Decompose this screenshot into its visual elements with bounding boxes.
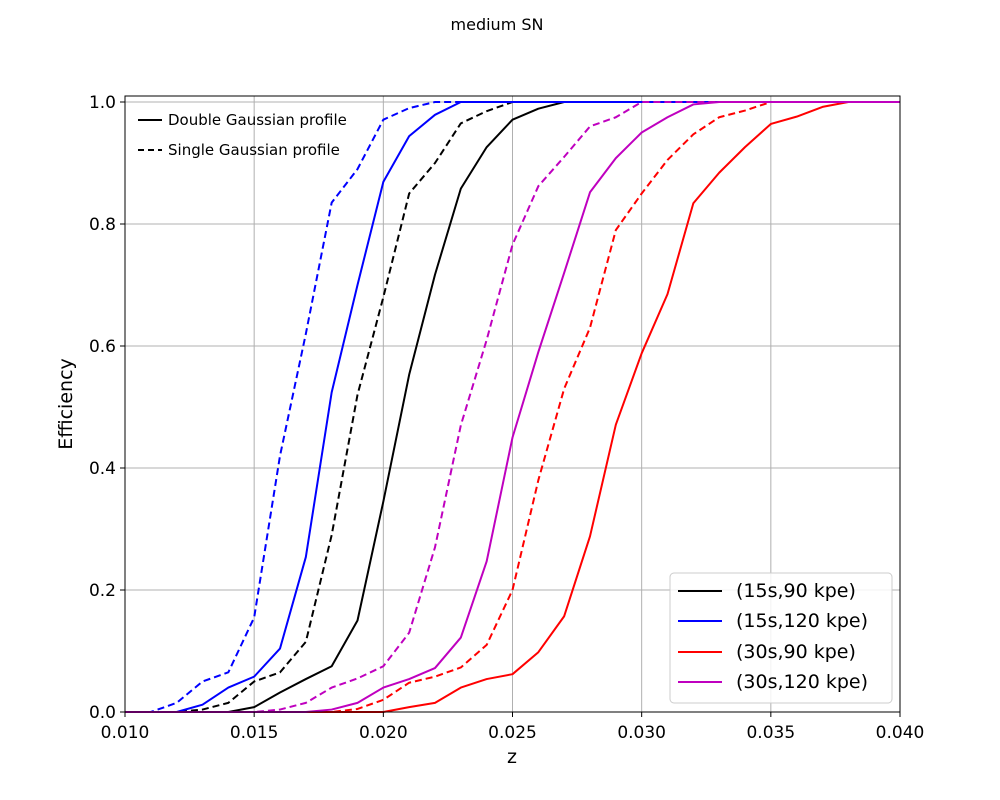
style-legend-label-double: Double Gaussian profile	[168, 111, 347, 129]
x-tick-label: 0.040	[876, 723, 925, 743]
y-axis-label: Efficiency	[55, 358, 77, 450]
x-tick-label: 0.025	[488, 723, 537, 743]
series-line-15s-120-kpe-single	[125, 101, 900, 713]
y-tick-label: 1.0	[89, 93, 116, 113]
x-tick-label: 0.035	[746, 723, 795, 743]
chart-title: medium SN	[451, 15, 544, 34]
config-legend: (15s,90 kpe) (15s,120 kpe) (30s,90 kpe) …	[669, 572, 893, 704]
x-tick-label: 0.010	[101, 723, 150, 743]
y-tick-label: 0.8	[89, 215, 116, 235]
legend-label-30s-120kpe: (30s,120 kpe)	[736, 671, 868, 693]
profile-style-legend: Double Gaussian profile Single Gaussian …	[138, 111, 347, 159]
y-tick-label: 0.6	[89, 337, 116, 357]
x-tick-label: 0.030	[617, 723, 666, 743]
legend-label-15s-120kpe: (15s,120 kpe)	[736, 610, 868, 632]
y-tick-label: 0.4	[89, 459, 116, 479]
x-tick-label: 0.020	[359, 723, 408, 743]
legend-label-30s-90kpe: (30s,90 kpe)	[736, 641, 856, 663]
x-axis-label: z	[507, 746, 517, 768]
y-tick-label: 0.2	[89, 581, 116, 601]
legend-box	[669, 572, 893, 704]
axis-ticks: 0.010 0.015 0.020 0.025 0.030 0.035 0.040 0.0 0.…	[89, 93, 924, 743]
y-tick-label: 0.0	[89, 703, 116, 723]
style-legend-label-single: Single Gaussian profile	[168, 141, 340, 159]
x-tick-label: 0.015	[230, 723, 279, 743]
legend-label-15s-90kpe: (15s,90 kpe)	[736, 580, 856, 602]
